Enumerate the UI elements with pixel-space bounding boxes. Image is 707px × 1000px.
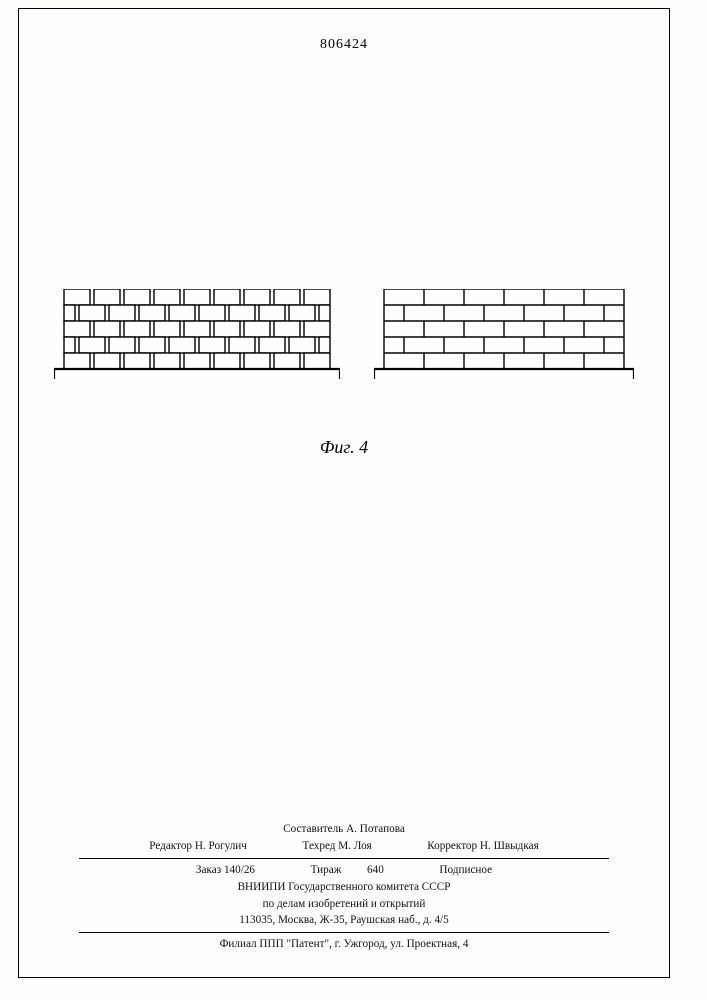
tirazh-value: 640 [367, 864, 384, 876]
footer-divider-1 [79, 858, 609, 859]
tech-name: М. Лоя [338, 840, 371, 852]
editor-name: Н. Рогулич [195, 840, 247, 852]
compiler-row: Составитель А. Потапова [19, 821, 669, 838]
signed: Подписное [439, 864, 492, 876]
page-frame: 806424 Фиг. 4 Составитель А. Потапова Ре… [18, 8, 670, 978]
right-stack [374, 289, 634, 381]
order-value: 140/26 [224, 864, 255, 876]
compiler-name: А. Потапова [346, 823, 405, 835]
org-row-1: ВНИИПИ Государственного комитета СССР [19, 879, 669, 896]
compiler-label: Составитель [283, 823, 343, 835]
patent-number: 806424 [19, 37, 669, 53]
figure-area [19, 289, 669, 381]
org-row-2: по делам изобретений и открытий [19, 896, 669, 913]
footer-block: Составитель А. Потапова Редактор Н. Рогу… [19, 821, 669, 953]
credits-row: Редактор Н. Рогулич Техред М. Лоя Коррек… [19, 838, 669, 855]
left-stack [54, 289, 340, 381]
figure-label: Фиг. 4 [19, 437, 669, 458]
tirazh-label: Тираж [311, 864, 342, 876]
tech-label: Техред [303, 840, 336, 852]
branch-row: Филиал ППП "Патент", г. Ужгород, ул. Про… [19, 936, 669, 953]
left-stack-svg [54, 289, 340, 381]
order-label: Заказ [196, 864, 221, 876]
address-row: 113035, Москва, Ж-35, Раушская наб., д. … [19, 912, 669, 929]
footer-divider-2 [79, 932, 609, 933]
corrector-label: Корректор [427, 840, 477, 852]
editor-label: Редактор [149, 840, 192, 852]
order-row: Заказ 140/26 Тираж 640 Подписное [19, 862, 669, 879]
right-stack-svg [374, 289, 634, 381]
corrector-name: Н. Швыдкая [480, 840, 539, 852]
